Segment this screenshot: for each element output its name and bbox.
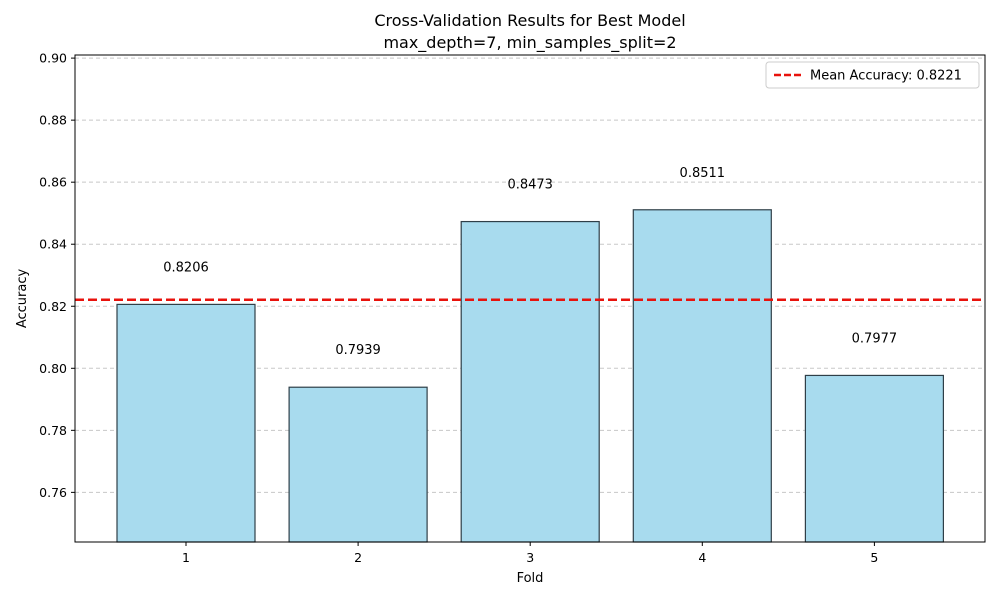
y-tick-label: 0.86	[39, 175, 67, 190]
bars	[116, 209, 945, 543]
bar-fold-1	[116, 303, 256, 543]
data-label-fold-5: 0.7977	[852, 331, 898, 346]
y-axis-label: Accuracy	[15, 269, 30, 329]
x-axis-label: Fold	[517, 571, 544, 586]
bar-fold-3	[460, 220, 600, 543]
y-tick-label: 0.90	[39, 51, 67, 66]
data-label-fold-4: 0.8511	[680, 166, 726, 181]
legend: Mean Accuracy: 0.8221	[765, 61, 980, 89]
bar-fold-5	[804, 374, 945, 543]
x-tick-label: 3	[526, 550, 534, 565]
x-tick-label: 5	[870, 550, 878, 565]
y-axis-ticks: 0.76 0.78 0.80 0.82 0.84 0.86 0.88 0.90	[39, 51, 75, 500]
legend-box	[765, 61, 980, 89]
y-tick-label: 0.84	[39, 237, 67, 252]
y-tick-label: 0.82	[39, 299, 67, 314]
chart-title: Cross-Validation Results for Best Model	[374, 11, 685, 30]
bar-fold-2	[288, 386, 428, 543]
x-tick-label: 4	[698, 550, 706, 565]
y-tick-label: 0.88	[39, 113, 67, 128]
legend-mean-accuracy-label: Mean Accuracy: 0.8221	[810, 69, 962, 84]
chart-subtitle: max_depth=7, min_samples_split=2	[383, 33, 676, 53]
y-tick-label: 0.76	[39, 485, 67, 500]
data-labels: 0.8206 0.7939 0.8473 0.8511 0.7977	[163, 166, 897, 358]
bar-fold-4	[632, 209, 772, 543]
data-label-fold-3: 0.8473	[507, 178, 553, 193]
data-label-fold-2: 0.7939	[335, 343, 381, 358]
y-tick-label: 0.80	[39, 361, 67, 376]
x-tick-label: 2	[354, 550, 362, 565]
x-axis-ticks: 1 2 3 4 5	[182, 542, 878, 565]
y-tick-label: 0.78	[39, 423, 67, 438]
x-tick-label: 1	[182, 550, 190, 565]
data-label-fold-1: 0.8206	[163, 260, 209, 275]
